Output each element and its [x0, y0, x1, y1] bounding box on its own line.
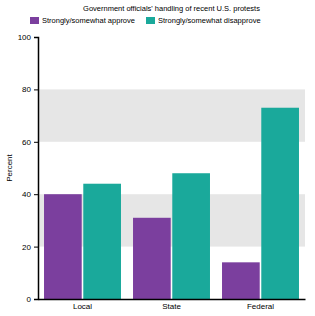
y-tick-mark: [34, 142, 38, 143]
y-tick-mark: [34, 37, 38, 38]
y-tick: 100: [18, 33, 38, 42]
y-axis-line: [34, 38, 39, 300]
x-axis: Local State Federal: [39, 299, 306, 311]
x-tick: State: [162, 299, 181, 311]
y-axis-title: Percent: [5, 153, 14, 181]
legend-swatch: [146, 17, 155, 24]
y-tick-mark: [34, 194, 38, 195]
y-tick: 40: [22, 190, 38, 199]
bar: [222, 262, 260, 299]
bar: [172, 173, 210, 299]
bars: [44, 108, 299, 299]
y-tick: 20: [22, 243, 38, 252]
bar: [133, 218, 171, 299]
legend-label: Strongly/somewhat disapprove: [158, 16, 261, 25]
legend-title: Government officials' handling of recent…: [83, 4, 260, 13]
bar: [83, 184, 121, 299]
y-tick-mark: [34, 299, 38, 300]
legend-item: Strongly/somewhat disapprove: [146, 16, 261, 25]
y-axis: 0 20 40 60 80 100: [18, 33, 39, 304]
plot: 0 20 40 60 80 100 Local State Federal: [18, 33, 306, 311]
chart: 0 20 40 60 80 100 Local State Federal Percent Gove…: [0, 0, 315, 316]
y-tick-label: 40: [22, 190, 31, 199]
legend: Government officials' handling of recent…: [30, 4, 261, 25]
x-tick-label: State: [162, 302, 181, 311]
y-tick-mark: [34, 247, 38, 248]
y-tick: 0: [27, 295, 38, 304]
bar: [261, 108, 299, 299]
y-tick: 80: [22, 85, 38, 94]
y-tick-mark: [34, 89, 38, 90]
legend-swatch: [30, 17, 39, 24]
y-tick-label: 80: [22, 85, 31, 94]
y-tick-label: 20: [22, 243, 31, 252]
y-tick-label: 0: [27, 295, 32, 304]
legend-item: Strongly/somewhat approve: [30, 16, 135, 25]
y-tick-label: 100: [18, 33, 32, 42]
x-tick: Federal: [247, 299, 274, 311]
x-tick-label: Local: [73, 302, 92, 311]
legend-label: Strongly/somewhat approve: [42, 16, 135, 25]
y-tick-label: 60: [22, 138, 31, 147]
y-tick: 60: [22, 138, 38, 147]
x-tick: Local: [73, 299, 92, 311]
x-axis-line: [39, 299, 306, 301]
bar: [44, 194, 82, 299]
x-tick-label: Federal: [247, 302, 274, 311]
